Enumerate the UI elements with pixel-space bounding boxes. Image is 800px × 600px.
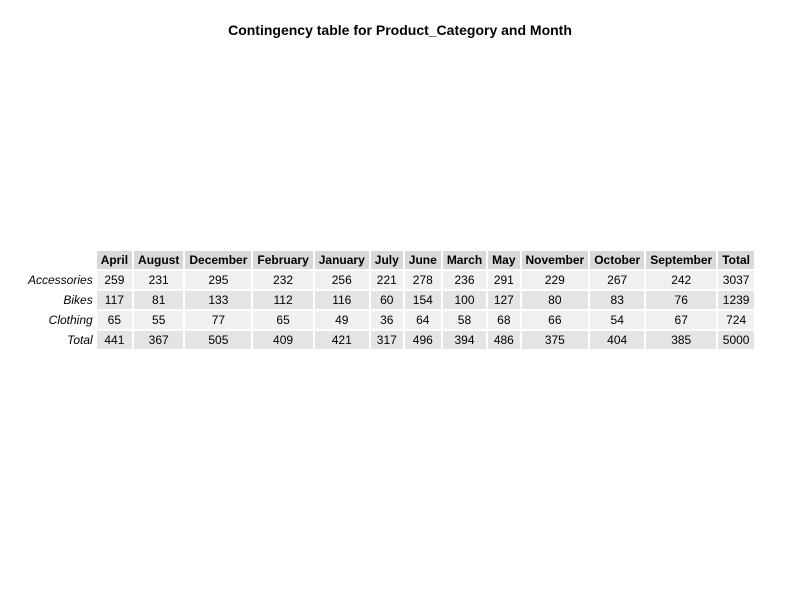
cell-bikes-november: 80 [521, 291, 589, 309]
cell-accessories-september: 242 [646, 271, 717, 289]
cell-clothing-january: 49 [314, 311, 369, 329]
column-header-november: November [521, 251, 589, 269]
cell-accessories-may: 291 [488, 271, 520, 289]
header-row: April August December February January July Ju… [24, 251, 755, 269]
cell-clothing-august: 55 [134, 311, 184, 329]
column-header-june: June [404, 251, 441, 269]
cell-clothing-march: 58 [442, 311, 487, 329]
column-header-december: December [185, 251, 252, 269]
table-row-total: Total 441 367 505 409 421 317 496 394 486 375 404 38… [24, 331, 755, 349]
table-row-clothing: Clothing 65 55 77 65 49 36 64 58 68 66 54 67 724 [24, 311, 755, 329]
cell-total-november: 375 [521, 331, 589, 349]
cell-clothing-total: 724 [718, 311, 755, 329]
cell-accessories-january: 256 [314, 271, 369, 289]
row-header-accessories: Accessories [28, 273, 93, 287]
corner-cell [24, 251, 95, 269]
cell-accessories-march: 236 [442, 271, 487, 289]
cell-bikes-april: 117 [96, 291, 133, 309]
cell-clothing-november: 66 [521, 311, 589, 329]
column-header-april: April [96, 251, 133, 269]
cell-accessories-april: 259 [96, 271, 133, 289]
cell-total-august: 367 [134, 331, 184, 349]
cell-clothing-june: 64 [404, 311, 441, 329]
column-header-august: August [134, 251, 184, 269]
cell-bikes-october: 83 [590, 291, 645, 309]
row-header-bikes: Bikes [63, 293, 93, 307]
cell-accessories-february: 232 [253, 271, 313, 289]
cell-total-january: 421 [314, 331, 369, 349]
row-header-total: Total [67, 333, 93, 347]
table-row-bikes: Bikes 117 81 133 112 116 60 154 100 127 80 83 76 1239 [24, 291, 755, 309]
cell-clothing-april: 65 [96, 311, 133, 329]
cell-bikes-total: 1239 [718, 291, 755, 309]
cell-bikes-march: 100 [442, 291, 487, 309]
column-header-february: February [253, 251, 313, 269]
column-header-march: March [442, 251, 487, 269]
cell-bikes-january: 116 [314, 291, 369, 309]
cell-bikes-september: 76 [646, 291, 717, 309]
table-body: Accessories 259 231 295 232 256 221 278 236 291 22… [24, 271, 755, 349]
cell-bikes-july: 60 [370, 291, 403, 309]
cell-total-june: 496 [404, 331, 441, 349]
cell-total-april: 441 [96, 331, 133, 349]
column-header-july: July [370, 251, 403, 269]
cell-clothing-october: 54 [590, 311, 645, 329]
cell-total-february: 409 [253, 331, 313, 349]
table-header: April August December February January July Ju… [24, 251, 755, 269]
cell-total-december: 505 [185, 331, 252, 349]
cell-accessories-total: 3037 [718, 271, 755, 289]
cell-bikes-august: 81 [134, 291, 184, 309]
cell-bikes-february: 112 [253, 291, 313, 309]
cell-accessories-december: 295 [185, 271, 252, 289]
cell-accessories-august: 231 [134, 271, 184, 289]
table-row-accessories: Accessories 259 231 295 232 256 221 278 236 291 22… [24, 271, 755, 289]
cell-total-october: 404 [590, 331, 645, 349]
cell-total-march: 394 [442, 331, 487, 349]
column-header-october: October [590, 251, 645, 269]
cell-accessories-july: 221 [370, 271, 403, 289]
cell-clothing-september: 67 [646, 311, 717, 329]
column-header-september: September [646, 251, 717, 269]
cell-total-july: 317 [370, 331, 403, 349]
cell-accessories-june: 278 [404, 271, 441, 289]
cell-clothing-july: 36 [370, 311, 403, 329]
column-header-january: January [314, 251, 369, 269]
contingency-table-container: April August December February January July Ju… [22, 249, 756, 351]
cell-accessories-november: 229 [521, 271, 589, 289]
cell-bikes-december: 133 [185, 291, 252, 309]
chart-title: Contingency table for Product_Category a… [228, 22, 572, 38]
cell-bikes-june: 154 [404, 291, 441, 309]
cell-total-september: 385 [646, 331, 717, 349]
cell-clothing-december: 77 [185, 311, 252, 329]
cell-bikes-may: 127 [488, 291, 520, 309]
column-header-total: Total [718, 251, 755, 269]
cell-total-may: 486 [488, 331, 520, 349]
contingency-table: April August December February January July Ju… [22, 249, 756, 351]
cell-clothing-may: 68 [488, 311, 520, 329]
cell-clothing-february: 65 [253, 311, 313, 329]
cell-total-total: 5000 [718, 331, 755, 349]
row-header-clothing: Clothing [48, 313, 93, 327]
cell-accessories-october: 267 [590, 271, 645, 289]
column-header-may: May [488, 251, 520, 269]
